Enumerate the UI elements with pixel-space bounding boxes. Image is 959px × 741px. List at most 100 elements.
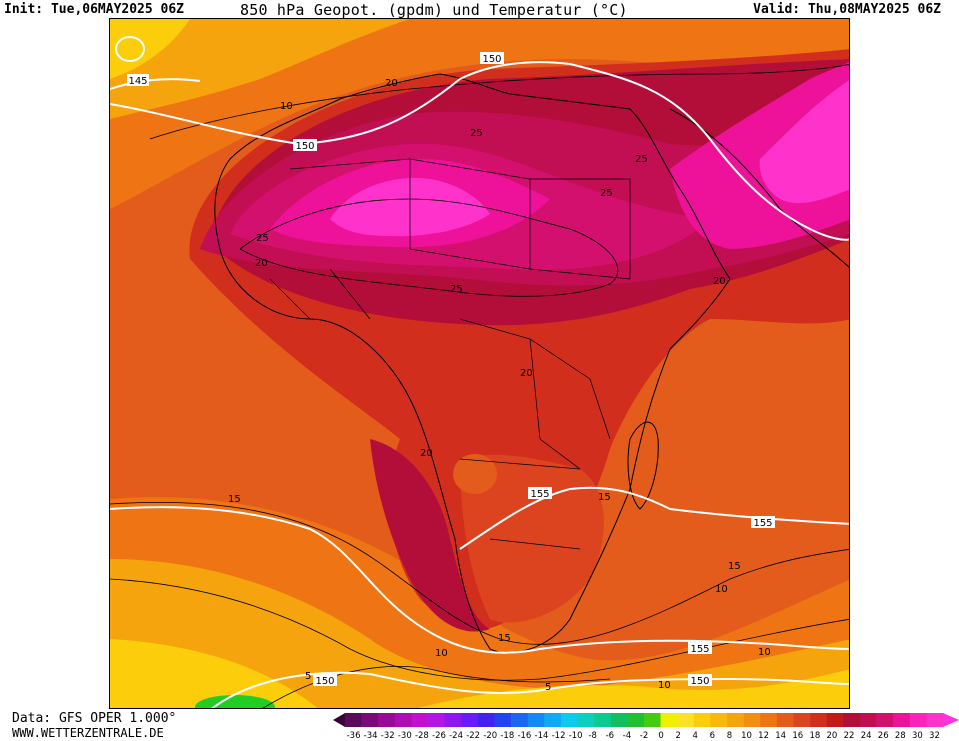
scale-tick-label: 28 — [895, 731, 906, 741]
scale-tick-label: 6 — [710, 731, 715, 741]
field-south-amber — [110, 559, 849, 708]
scale-swatch — [743, 713, 761, 727]
scale-swatch — [710, 713, 728, 727]
scale-swatch — [727, 713, 744, 727]
scale-tick-label: -16 — [517, 731, 531, 741]
scale-swatch — [843, 713, 861, 727]
scale-tick-label: 20 — [827, 731, 838, 741]
scale-swatch — [793, 713, 811, 727]
scale-swatch — [677, 713, 695, 727]
scale-swatch — [826, 713, 844, 727]
scale-swatch — [909, 713, 927, 727]
field-north-yellow — [110, 19, 410, 119]
scale-tick-label: 8 — [727, 731, 732, 741]
isotherm-15 — [110, 501, 849, 645]
scale-tick-label: -30 — [398, 731, 412, 741]
scale-swatch — [693, 713, 711, 727]
scale-tick-label: 10 — [741, 731, 752, 741]
weather-map: 145 150 150 155 155 155 150 150 10 20 25… — [109, 18, 850, 709]
scale-swatch — [577, 713, 595, 727]
geopot-label: 150 — [690, 676, 709, 687]
scale-tick-label: 12 — [758, 731, 769, 741]
isotherm-label: 20 — [520, 368, 533, 379]
scale-arrow-right — [943, 713, 959, 727]
scale-tick-label: -36 — [347, 731, 361, 741]
scale-swatch — [411, 713, 429, 727]
scale-tick-label: -22 — [466, 731, 480, 741]
scale-swatch — [544, 713, 562, 727]
isotherm-label: 20 — [420, 448, 433, 459]
scale-tick-label: -10 — [569, 731, 583, 741]
geopot-label: 150 — [295, 141, 314, 152]
scale-tick-label: 4 — [693, 731, 698, 741]
isotherm-label: 10 — [658, 680, 671, 691]
field-hot-arabia-core — [759, 80, 849, 204]
geopot-label: 145 — [128, 76, 147, 87]
geopot-145 — [110, 78, 201, 90]
field-south-yellow-2 — [417, 669, 849, 708]
scale-swatch — [428, 713, 445, 727]
scale-tick-label: -6 — [606, 731, 614, 741]
isotherm-label: 5 — [305, 671, 311, 682]
isotherm-label: 15 — [728, 561, 741, 572]
geopot-155-south — [110, 506, 849, 654]
scale-swatch — [560, 713, 578, 727]
scale-swatch — [345, 713, 362, 727]
isotherm-label: 15 — [598, 492, 611, 503]
scale-tick-label: -24 — [449, 731, 463, 741]
scale-tick-label: -8 — [588, 731, 596, 741]
scale-tick-label: 14 — [775, 731, 786, 741]
scale-swatch — [444, 713, 462, 727]
scale-swatch — [610, 713, 628, 727]
field-north-cool — [110, 19, 849, 209]
field-orange-blob — [453, 454, 497, 494]
geopot-150-south — [211, 671, 849, 708]
scale-swatch — [477, 713, 495, 727]
site-url[interactable]: WWW.WETTERZENTRALE.DE — [12, 726, 164, 740]
madagascar-outline — [627, 421, 659, 510]
field-orange-southern-africa — [460, 454, 604, 623]
scale-tick-label: -34 — [364, 731, 378, 741]
scale-tick-label: -20 — [483, 731, 497, 741]
scale-tick-label: 26 — [878, 731, 889, 741]
scale-swatch — [893, 713, 911, 727]
scale-tick-label: -26 — [432, 731, 446, 741]
scale-ticks: -36 -34 -32 -30 -28 -26 -24 -22 -20 -18 -16 -14 -12-… — [347, 731, 940, 741]
isotherm-label: 10 — [758, 647, 771, 658]
isotherm-label: 5 — [545, 682, 551, 693]
scale-swatch — [511, 713, 529, 727]
isotherm-label: 20 — [385, 78, 398, 89]
scale-swatch — [594, 713, 612, 727]
temperature-color-scale: -36 -34 -32 -30 -28 -26 -24 -22 -20 -18 -16 -14 -12-… — [333, 713, 959, 741]
scale-swatch — [527, 713, 545, 727]
field-green-patch — [195, 695, 275, 708]
temperature-field: 145 150 150 155 155 155 150 150 10 20 25… — [110, 19, 849, 708]
isotherm-label: 15 — [498, 633, 511, 644]
isotherm-25 — [239, 198, 619, 297]
scale-swatch — [859, 713, 877, 727]
isotherm-label: 15 — [228, 494, 241, 505]
scale-tick-label: 18 — [809, 731, 820, 741]
isotherm-label: 25 — [450, 284, 463, 295]
scale-swatch — [810, 713, 828, 727]
geopot-label-group: 145 150 150 155 155 155 150 150 — [127, 52, 775, 687]
scale-tick-label: -18 — [500, 731, 514, 741]
scale-tick-label: 16 — [792, 731, 803, 741]
geopot-label: 155 — [690, 644, 709, 655]
isotherm-label: 20 — [255, 258, 268, 269]
geopot-label: 150 — [482, 54, 501, 65]
scale-swatch — [361, 713, 379, 727]
scale-swatch — [660, 713, 678, 727]
geopot-150-north — [110, 61, 849, 241]
scale-tick-label: 0 — [658, 731, 663, 741]
scale-arrow-left — [333, 713, 345, 727]
isotherm-label: 20 — [713, 276, 726, 287]
africa-coastline — [214, 73, 731, 654]
scale-swatch — [644, 713, 661, 727]
scale-tick-label: 24 — [861, 731, 872, 741]
scale-tick-label: -12 — [552, 731, 566, 741]
scale-swatch — [760, 713, 778, 727]
field-south-yellow — [110, 639, 318, 708]
geopot-label: 150 — [315, 676, 334, 687]
scale-swatch — [394, 713, 412, 727]
